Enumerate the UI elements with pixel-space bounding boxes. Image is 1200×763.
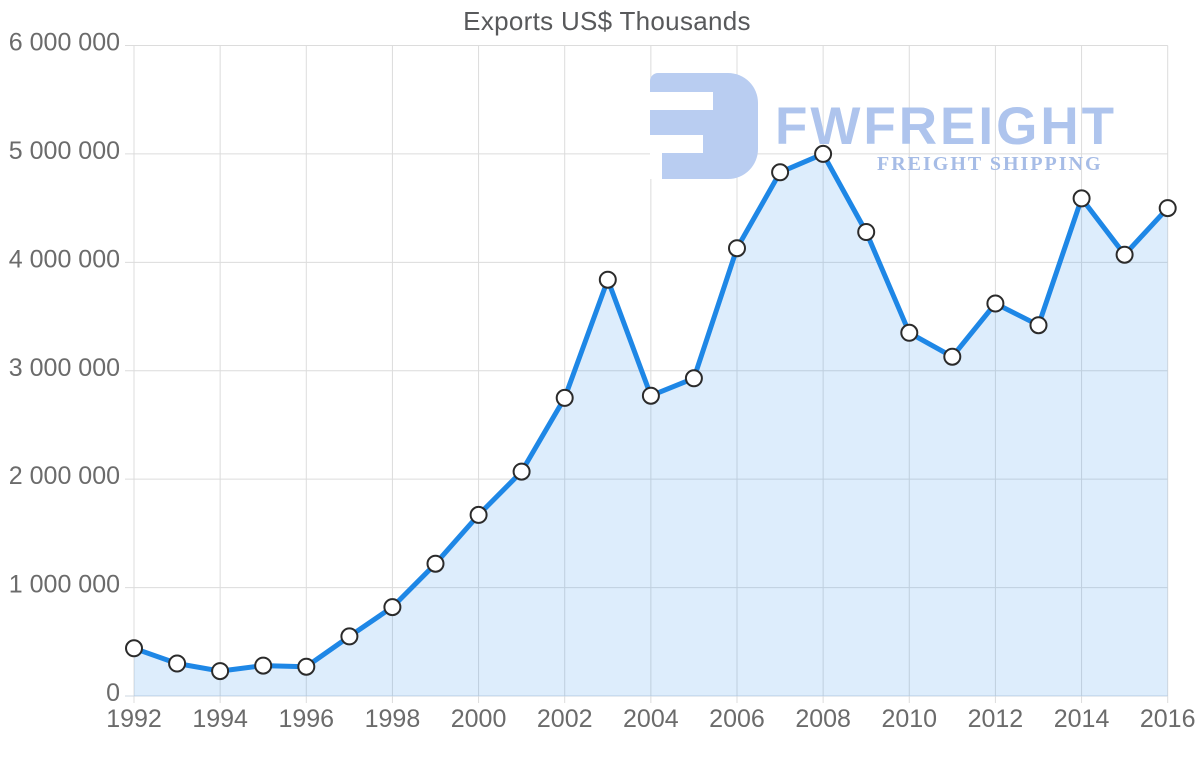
data-point-1999[interactable] xyxy=(426,554,445,573)
data-point-2008[interactable] xyxy=(814,144,833,163)
data-point-2001[interactable] xyxy=(512,462,531,481)
data-point-2007[interactable] xyxy=(771,163,790,182)
x-axis-label-2002: 2002 xyxy=(537,705,593,733)
data-point-2006[interactable] xyxy=(728,239,746,258)
data-point-2000[interactable] xyxy=(469,505,488,524)
data-point-1997[interactable] xyxy=(340,627,359,646)
x-axis-label-1998: 1998 xyxy=(365,705,421,733)
data-point-2003[interactable] xyxy=(598,270,617,289)
y-axis-label-2000000: 2 000 000 xyxy=(9,462,120,490)
x-axis-label-1992: 1992 xyxy=(106,705,162,733)
data-point-1996[interactable] xyxy=(297,657,316,676)
x-axis-label-1994: 1994 xyxy=(192,705,248,733)
data-point-2014[interactable] xyxy=(1072,189,1091,208)
data-point-2011[interactable] xyxy=(943,347,962,366)
x-axis-label-2014: 2014 xyxy=(1054,705,1110,733)
y-axis-label-0: 0 xyxy=(106,679,120,707)
x-axis-label-2000: 2000 xyxy=(451,705,507,733)
x-axis-label-1996: 1996 xyxy=(278,705,334,733)
x-axis-label-2012: 2012 xyxy=(968,705,1024,733)
exports-area-fill xyxy=(134,153,1168,696)
data-point-2016[interactable] xyxy=(1158,199,1177,218)
data-point-2002[interactable] xyxy=(555,388,574,407)
data-point-2012[interactable] xyxy=(986,294,1005,313)
x-axis-label-2016: 2016 xyxy=(1140,705,1196,733)
x-axis-label-2008: 2008 xyxy=(795,705,851,733)
data-point-2009[interactable] xyxy=(857,223,876,241)
data-point-2010[interactable] xyxy=(900,323,919,342)
data-point-2015[interactable] xyxy=(1115,245,1134,264)
data-point-2013[interactable] xyxy=(1029,316,1048,335)
y-axis-label-6000000: 6 000 000 xyxy=(9,29,120,57)
data-point-1992[interactable] xyxy=(125,639,143,658)
chart-title: Exports US$ Thousands xyxy=(463,6,751,36)
data-point-1995[interactable] xyxy=(254,656,273,675)
x-axis-label-2004: 2004 xyxy=(623,705,679,733)
y-axis-label-4000000: 4 000 000 xyxy=(9,245,120,273)
data-point-1994[interactable] xyxy=(211,662,230,681)
data-point-1993[interactable] xyxy=(168,654,187,673)
y-axis-label-1000000: 1 000 000 xyxy=(9,571,120,599)
y-axis-label-3000000: 3 000 000 xyxy=(9,354,120,382)
data-point-2004[interactable] xyxy=(641,386,660,405)
x-axis-label-2010: 2010 xyxy=(881,705,937,733)
data-point-2005[interactable] xyxy=(684,369,703,388)
x-axis-label-2006: 2006 xyxy=(709,705,765,733)
y-axis-label-5000000: 5 000 000 xyxy=(9,137,120,165)
data-point-1998[interactable] xyxy=(383,598,402,617)
